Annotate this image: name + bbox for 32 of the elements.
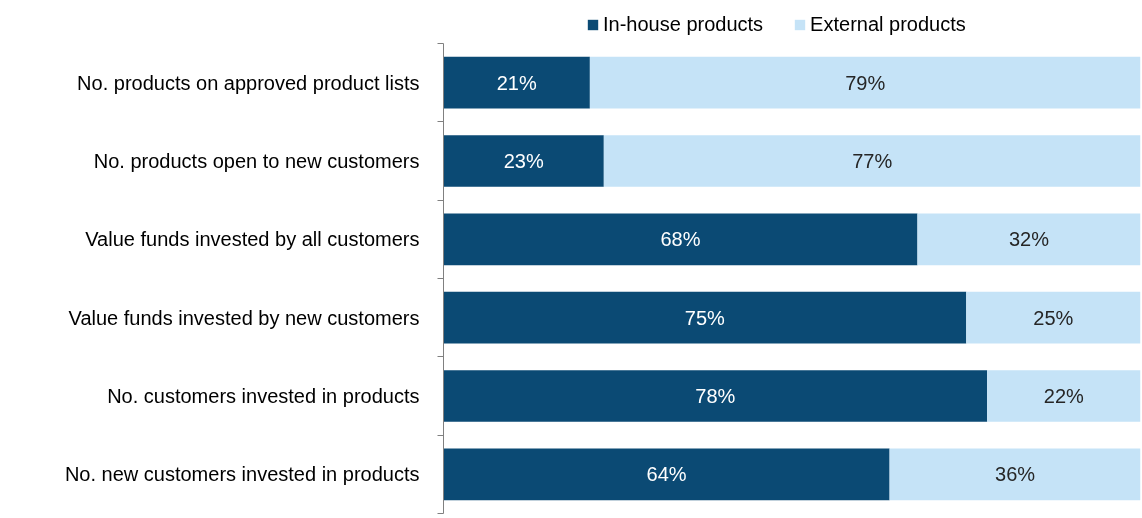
y-tick-label: No. customers invested in products — [107, 385, 420, 407]
data-label: 68% — [660, 228, 701, 251]
data-label: 75% — [684, 306, 726, 329]
data-label: 25% — [1033, 306, 1074, 329]
data-label: 64% — [646, 463, 687, 486]
bar — [966, 291, 1141, 344]
bar — [443, 213, 918, 266]
bar — [987, 370, 1141, 422]
y-tick-label: Value funds invested by all customers — [85, 228, 420, 251]
legend-label: External products — [810, 13, 966, 36]
data-label: 79% — [845, 71, 886, 94]
bar — [589, 56, 1141, 109]
y-tick-label: No. products on approved product lists — [77, 71, 420, 94]
data-label: 23% — [503, 150, 544, 172]
data-label: 36% — [995, 463, 1036, 486]
y-tick-label: Value funds invested by new customers — [68, 306, 420, 329]
y-tick-label: No. products open to new customers — [93, 150, 420, 172]
data-label: 22% — [1043, 385, 1085, 407]
legend-label: In-house products — [603, 13, 764, 36]
bar — [443, 448, 890, 501]
bar — [603, 135, 1141, 187]
bar — [443, 135, 604, 187]
bar — [443, 370, 988, 422]
data-label: 78% — [695, 385, 736, 407]
data-label: 21% — [496, 71, 537, 94]
y-tick-label: No. new customers invested in products — [64, 463, 420, 486]
bar — [889, 448, 1141, 501]
bar — [917, 213, 1141, 266]
bar — [443, 291, 967, 344]
data-label: 77% — [852, 150, 893, 172]
bar — [443, 56, 590, 109]
data-label: 32% — [1008, 228, 1050, 251]
